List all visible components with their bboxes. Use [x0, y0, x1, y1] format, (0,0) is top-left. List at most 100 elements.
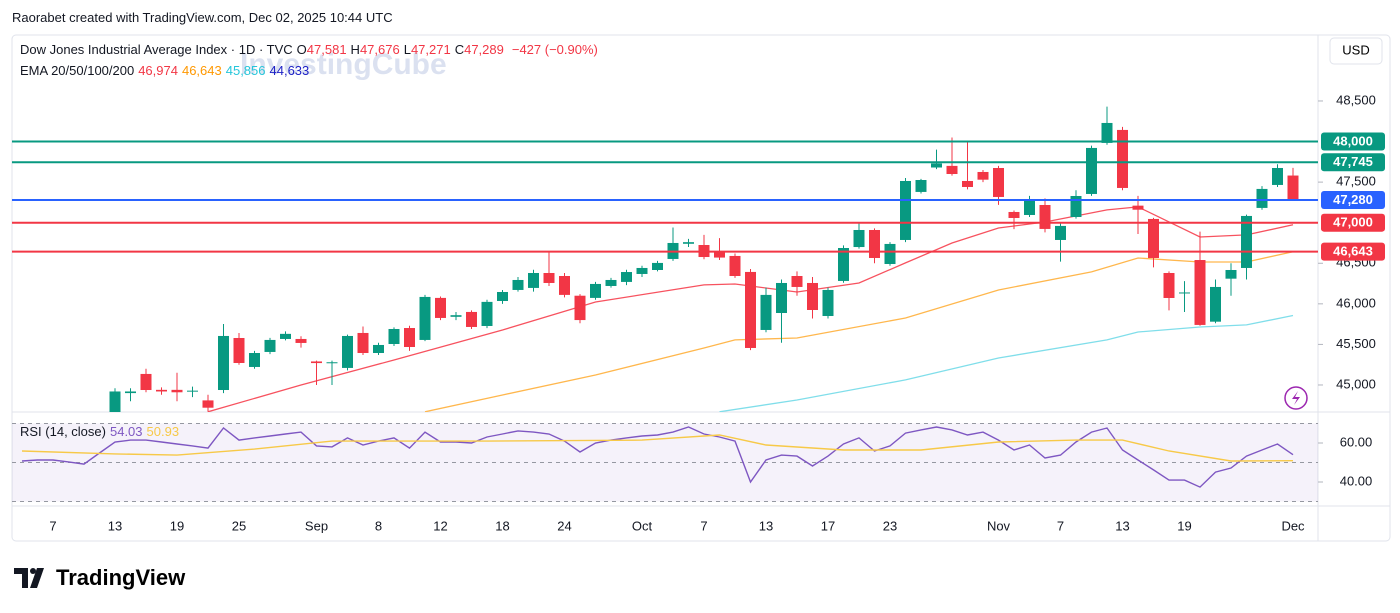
rsi-legend: RSI (14, close) 54.03 50.93 — [20, 424, 187, 439]
ohlc: O47,581 H47,676 L47,271 C47,289 — [297, 42, 508, 57]
ohlc-key: C — [454, 42, 465, 57]
candle-body — [1070, 195, 1082, 218]
candle-body — [1117, 129, 1128, 188]
candle-body — [636, 267, 648, 274]
ohlc-value: 47,676 — [359, 42, 400, 57]
candle-body — [171, 389, 183, 393]
x-tick-label: Nov — [987, 518, 1011, 533]
axes: 45,00045,50046,00046,50047,50048,50048,0… — [12, 92, 1385, 533]
candle-body — [311, 361, 322, 364]
candle-body — [993, 167, 1004, 197]
candle-body — [605, 279, 617, 286]
candle-body — [915, 180, 927, 192]
series-line — [719, 314, 1294, 412]
x-tick-label: 13 — [108, 518, 122, 533]
rsi-value: 54.03 — [109, 424, 143, 439]
candle-body — [109, 391, 121, 412]
x-tick-label: 13 — [1115, 518, 1129, 533]
x-tick-label: Sep — [305, 518, 328, 533]
x-tick-label: 25 — [232, 518, 246, 533]
candle-body — [776, 282, 787, 314]
candle-body — [1241, 215, 1252, 268]
candle-body — [404, 328, 415, 348]
rsi-values: 54.03 50.93 — [110, 424, 183, 439]
candle-body — [497, 291, 508, 301]
credit: Raorabet created with TradingView.com, D… — [12, 10, 393, 25]
y-tick-label: 46,000 — [1336, 295, 1376, 310]
candle-body — [745, 271, 756, 348]
series-line — [424, 251, 1294, 412]
candle-body — [419, 296, 431, 340]
logo-dot — [30, 568, 36, 574]
level-label-box — [1321, 153, 1385, 172]
x-tick-label: 19 — [1177, 518, 1191, 533]
candle-body — [962, 180, 973, 187]
x-tick-label: Oct — [632, 518, 653, 533]
candle-body — [528, 272, 539, 288]
candle-body — [652, 262, 663, 270]
candle-body — [1132, 205, 1144, 210]
candle-body — [1194, 260, 1206, 325]
candle-body — [264, 339, 276, 352]
level-label: 48,000 — [1333, 133, 1373, 148]
candle-body — [357, 332, 369, 354]
chart-frame — [11, 34, 1391, 542]
candle-body — [946, 165, 958, 175]
candle-body — [466, 311, 477, 327]
currency[interactable]: USD — [1342, 42, 1369, 57]
candle-body — [900, 180, 911, 240]
ohlc-value: 47,271 — [410, 42, 451, 57]
candle-body — [1008, 211, 1020, 218]
candle-body — [1225, 269, 1237, 279]
candle-body — [140, 373, 152, 391]
candle-body — [156, 389, 167, 392]
x-tick-label: 8 — [375, 518, 382, 533]
candle-body — [1055, 225, 1066, 240]
candle-body — [559, 276, 570, 295]
currency-button[interactable] — [1329, 37, 1383, 65]
candle-body — [1101, 122, 1113, 143]
candle-body — [280, 333, 291, 339]
candle-body — [869, 229, 880, 258]
series-line — [21, 434, 1294, 462]
candle-body — [884, 243, 896, 264]
candle-body — [388, 328, 400, 345]
ema-value: 46,974 — [138, 63, 178, 78]
ohlc-value: 47,581 — [306, 42, 347, 57]
ema-legend: EMA 20/50/100/200 46,974 46,643 45,856 44,63… — [20, 63, 317, 78]
alert-bolt — [1292, 391, 1300, 405]
ohlc-key: O — [296, 42, 307, 57]
level-label: 47,000 — [1333, 215, 1373, 230]
y-tick-label: 45,000 — [1336, 376, 1376, 391]
candle-body — [1210, 286, 1221, 322]
candle-body — [481, 301, 493, 326]
price-pane — [109, 106, 1299, 412]
level-label: 47,280 — [1333, 192, 1373, 207]
level-label: 46,643 — [1333, 244, 1373, 259]
candle-body — [853, 229, 865, 248]
candle-body — [249, 353, 260, 367]
ohlc-key: H — [350, 42, 360, 57]
x-tick-label: 7 — [1057, 518, 1064, 533]
ema-label: EMA 20/50/100/200 — [20, 63, 135, 78]
candle-body — [714, 251, 725, 258]
level-label-box — [1321, 242, 1385, 261]
candle-body — [977, 171, 989, 180]
x-tick-label: Dec — [1281, 518, 1305, 533]
series-line — [207, 206, 1294, 412]
x-tick-label: 7 — [49, 518, 56, 533]
candle-body — [791, 276, 803, 287]
ema-value: 46,643 — [181, 63, 222, 78]
y-tick-label: 45,500 — [1336, 336, 1376, 351]
candle-body — [435, 297, 446, 318]
x-tick-label: 23 — [883, 518, 897, 533]
ema-value: 44,633 — [269, 63, 310, 78]
ohlc-key: L — [403, 42, 411, 57]
rsi-title: RSI (14, close) — [20, 424, 106, 439]
logo-mark — [14, 568, 44, 588]
candle-body — [1148, 218, 1159, 258]
y-tick-label: 48,500 — [1336, 92, 1376, 107]
logo-text: TradingView — [56, 565, 186, 590]
